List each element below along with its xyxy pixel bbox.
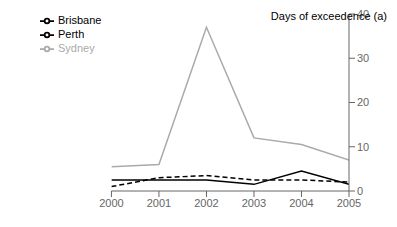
svg-text:10: 10: [357, 141, 369, 153]
html-text:Days of exceedence (a): Days of exceedence (a): [270, 10, 387, 22]
svg-text:0: 0: [357, 185, 363, 197]
svg-text:2000: 2000: [99, 197, 123, 209]
svg-text:2003: 2003: [242, 197, 266, 209]
svg-text:2005: 2005: [337, 197, 361, 209]
svg-text:20: 20: [357, 96, 369, 108]
svg-text:2004: 2004: [289, 197, 313, 209]
svg-text:2002: 2002: [194, 197, 218, 209]
svg-text:2001: 2001: [147, 197, 171, 209]
html-text:Brisbane: Brisbane: [58, 14, 102, 26]
svg-text:30: 30: [357, 52, 369, 64]
html-text:Sydney: Sydney: [58, 42, 95, 55]
html-text:Perth: Perth: [58, 28, 85, 41]
